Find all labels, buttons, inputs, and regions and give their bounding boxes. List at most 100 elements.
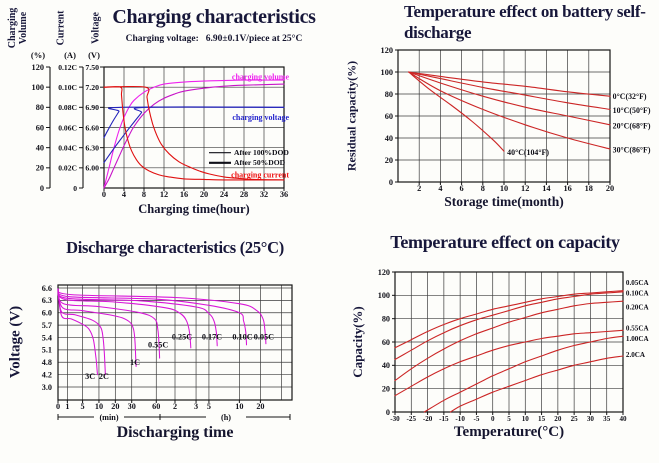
y-tick-label-volume: 120 <box>32 63 44 72</box>
x-axis-title-discharging-time: Discharging time <box>116 424 234 441</box>
x-tick-label: 5 <box>507 415 511 423</box>
temp-capacity-plot: -30 -25 -20 -15 -10 -5 0 5 10 15 20 25 30 35 40 120 100 8… <box>378 268 650 423</box>
x-tick-label: 10 <box>500 184 508 193</box>
series-label: 0.05C <box>254 332 274 341</box>
x-tick-label: 1 <box>65 402 69 411</box>
series-label: 0.10C <box>232 332 252 341</box>
y-tick-label: 5.7 <box>42 321 52 330</box>
x-tick-label: 30 <box>128 402 136 411</box>
x-tick-label: 5 <box>207 402 211 411</box>
x-tick-label: 8 <box>142 190 146 199</box>
y-axis-unit-voltage: (V) <box>88 50 100 60</box>
x-tick-label: 10 <box>95 402 103 411</box>
x-tick-label: -5 <box>473 415 479 423</box>
y-tick-label-volume: 0 <box>40 184 44 193</box>
y-tick-label-voltage: 7.50 <box>85 63 99 72</box>
y-tick-label: 60 <box>385 112 393 121</box>
y-tick-label: 3.0 <box>42 383 52 392</box>
y-tick-label-current: 0 <box>73 184 77 193</box>
series-label: 3C <box>85 372 95 381</box>
series-path-discharge-017c <box>57 289 218 347</box>
y-tick-label: 5.4 <box>42 333 52 342</box>
chart-panel-charging: Charging characteristics Charging voltag… <box>0 0 330 230</box>
series-label: 0.25C <box>172 332 192 341</box>
x-tick-label: 14 <box>542 184 550 193</box>
y-tick-label: 5.1 <box>42 346 52 355</box>
x-tick-label: -10 <box>455 415 465 423</box>
x-tick-label: 20 <box>256 402 264 411</box>
series-label: 0.05CA <box>626 279 650 287</box>
x-tick-label: 16 <box>563 184 571 193</box>
series-path-cap-055ca <box>394 329 624 397</box>
self-discharge-plot: 2 4 6 8 10 12 14 16 18 20 120 100 80 60 40 20 0 0°C(32°F)… <box>381 46 651 193</box>
x-tick-label: 0 <box>102 190 106 199</box>
y-tick-label: 4.8 <box>42 358 52 367</box>
y-tick-label: 100 <box>378 291 390 300</box>
series-label: 30°C(86°F) <box>613 146 651 155</box>
series-path-charging-current-after-100dod <box>103 85 285 181</box>
x-tick-label: 25 <box>571 415 579 423</box>
x-tick-label: 3 <box>194 402 198 411</box>
x-tick-label: 4 <box>122 190 126 199</box>
x-axis-title-charging: Charging time(hour) <box>138 202 250 216</box>
series-path-cap-010ca <box>394 291 624 361</box>
x-tick-label: -30 <box>390 415 400 423</box>
y-tick-label-volume: 80 <box>36 103 44 112</box>
x-tick-label: 35 <box>603 415 611 423</box>
y-tick-label-voltage: 6.30 <box>85 143 99 152</box>
x-tick-label: 20 <box>111 402 119 411</box>
series-path-cap-20ca <box>449 355 624 413</box>
subtitle-label: Charging voltage: <box>125 34 199 44</box>
series-path-charging-voltage-after-100dod <box>103 106 285 164</box>
y-tick-label-voltage: 6.60 <box>85 123 99 132</box>
series-label: charging current <box>231 170 289 179</box>
x-tick-label: 6 <box>460 184 464 193</box>
x-tick-label: 2 <box>173 402 177 411</box>
x-tick-label: 0 <box>56 402 60 411</box>
series-path-discharge-1c <box>57 290 137 367</box>
series-path-cap-020ca <box>394 300 624 382</box>
series-label: 0.10CA <box>626 289 650 297</box>
x-tick-label: -20 <box>423 415 433 423</box>
chart-title-self-discharge: Temperature effect on battery self-disch… <box>404 2 646 42</box>
y-tick-label-voltage: 6.00 <box>85 164 99 173</box>
x-tick-label: 32 <box>260 190 268 199</box>
y-tick-label-volume: 20 <box>36 164 44 173</box>
y-tick-label: 40 <box>382 361 390 370</box>
y-tick-label-current: 0.10C <box>58 83 77 92</box>
series-label: 40°C(104°F) <box>507 148 549 157</box>
x-tick-label: 36 <box>280 190 288 199</box>
series-path-temp-0c <box>408 71 611 97</box>
series-path-temp-30c <box>408 71 611 150</box>
y-tick-label: 20 <box>382 384 390 393</box>
y-tick-label: 120 <box>378 268 390 277</box>
series-label: 2.0CA <box>626 351 646 359</box>
x-tick-label: 10 <box>235 402 243 411</box>
y-tick-label-current: 0.08C <box>58 103 77 112</box>
series-label: 2C <box>99 372 109 381</box>
x-tick-label: 20 <box>554 415 562 423</box>
y-tick-label: 20 <box>385 156 393 165</box>
x-tick-label: 8 <box>481 184 485 193</box>
series-path-charging-voltage-after-50dod <box>103 106 285 139</box>
chart-title-charging: Charging characteristics <box>112 6 316 28</box>
subtitle-value: 6.90±0.1V/piece at 25°C <box>205 34 303 44</box>
legend-label: After 50%DOD <box>234 158 286 167</box>
x-tick-label: 20 <box>606 184 614 193</box>
series-path-discharge-025c <box>57 289 192 349</box>
series-path-temp-20c <box>408 71 611 126</box>
x-tick-label: 60 <box>152 402 160 411</box>
chart-panel-self-discharge: Temperature effect on battery self-disch… <box>330 0 659 230</box>
series-label: 1C <box>130 358 140 367</box>
series-label: 0.17C <box>202 332 222 341</box>
series-label: 1.00CA <box>626 335 650 343</box>
series-path-cap-005ca <box>394 290 624 349</box>
series-label: 0.55CA <box>626 324 650 332</box>
y-tick-label-current: 0.12C <box>58 63 77 72</box>
x-tick-label: 4 <box>438 184 442 193</box>
y-tick-label: 6.3 <box>42 296 52 305</box>
x-tick-label: 16 <box>180 190 188 199</box>
bracket-label-h: (h) <box>221 413 231 422</box>
discharge-plot: 0 1 5 10 20 30 60 2 3 5 10 206.66.36.05.75.45.14.84… <box>42 284 293 422</box>
y-tick-label: 100 <box>381 68 393 77</box>
